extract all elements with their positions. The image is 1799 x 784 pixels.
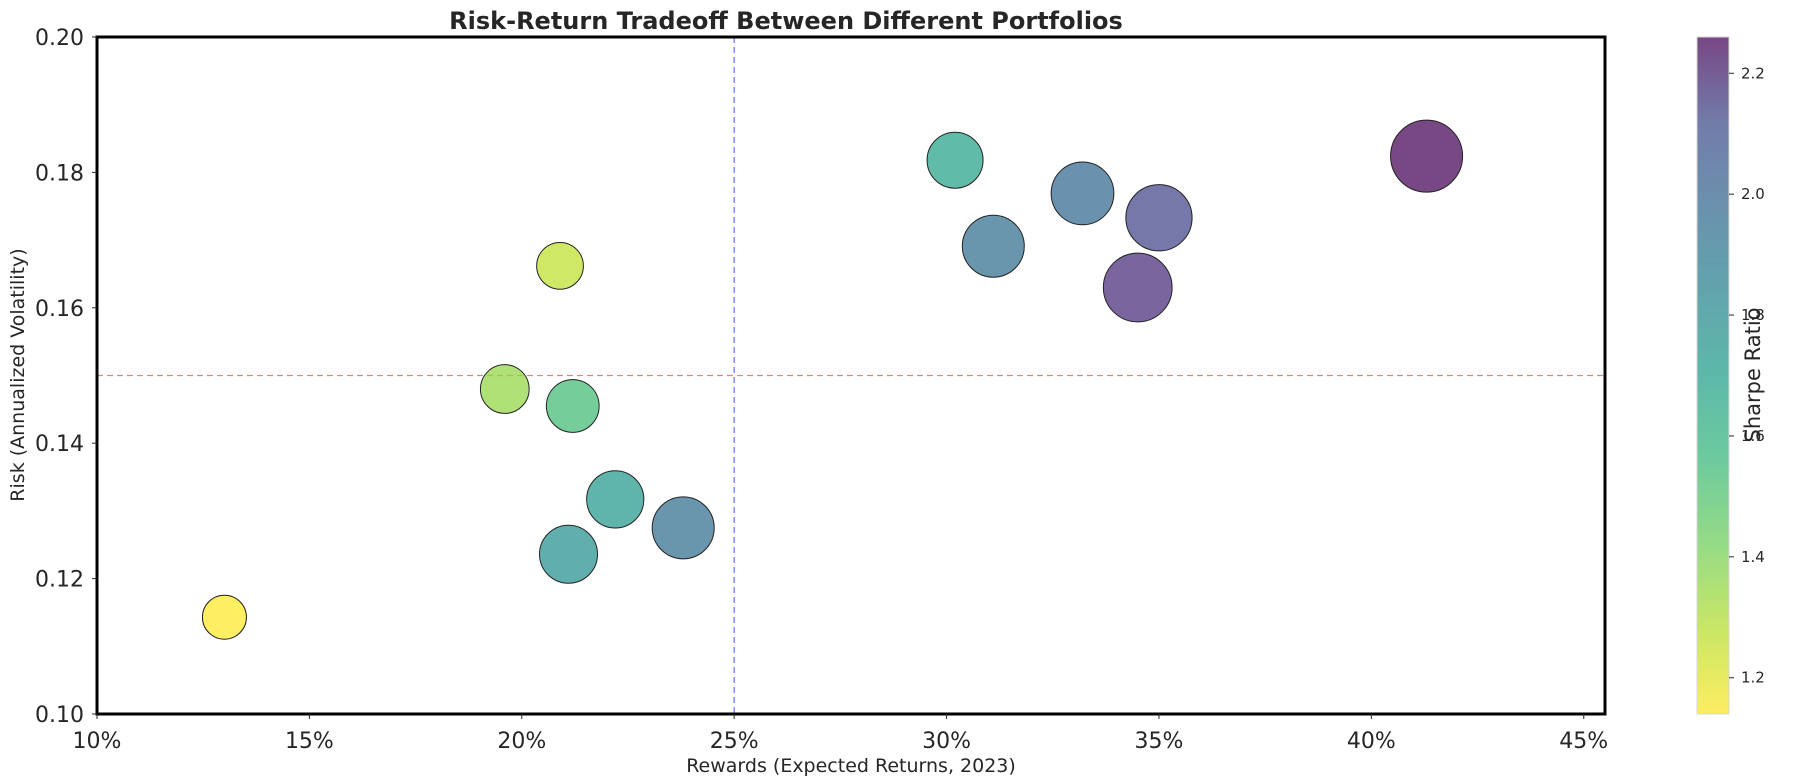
colorbar-label: Sharpe Ratio [1741, 308, 1765, 443]
scatter-point-5 [539, 524, 599, 584]
plot-frame [95, 35, 1607, 716]
colorbar-tick-label: 2.0 [1741, 185, 1765, 203]
scatter-point-6 [586, 470, 645, 529]
scatter-point-10 [1050, 161, 1115, 226]
x-tick-label: 40% [1347, 729, 1396, 754]
x-tick-label: 15% [285, 729, 334, 754]
y-tick-label: 0.18 [35, 161, 84, 186]
y-tick-label: 0.14 [35, 432, 84, 457]
y-axis-label: Risk (Annualized Volatility) [7, 248, 29, 501]
scatter-point-8 [926, 131, 984, 189]
x-tick-label: 20% [497, 729, 546, 754]
y-tick-label: 0.12 [35, 568, 84, 593]
scatter-point-3 [536, 241, 584, 290]
scatter-point-11 [1125, 184, 1193, 252]
colorbar: 1.2 1.4 1.6 1.8 2.0 2.2 Sharpe Ratio [1696, 36, 1765, 715]
x-axis-label: Rewards (Expected Returns, 2023) [686, 755, 1016, 777]
colorbar-tick-label: 1.2 [1741, 669, 1765, 687]
x-tick-label: 30% [922, 729, 971, 754]
y-tick-label: 0.10 [35, 703, 84, 728]
colorbar-tick-label: 1.6 [1741, 427, 1765, 445]
y-axis: 0.10 0.12 0.14 0.16 0.18 0.20 [35, 26, 97, 728]
scatter-point-9 [961, 214, 1025, 278]
x-tick-label: 35% [1135, 729, 1184, 754]
colorbar-tick-label: 2.2 [1741, 64, 1765, 82]
x-tick-label: 10% [73, 729, 122, 754]
plot-area [97, 37, 1605, 714]
y-tick-label: 0.20 [35, 26, 84, 51]
colorbar-tick-label: 1.4 [1741, 548, 1765, 566]
x-axis: 10% 15% 20% 25% 30% 35% 40% 45% [73, 714, 1608, 754]
scatter-point-2 [479, 364, 530, 414]
scatter-point-12 [1102, 252, 1173, 323]
scatter-point-4 [545, 379, 600, 433]
scatter-point-13 [1390, 119, 1464, 193]
scatter-point-7 [651, 496, 715, 560]
scatter-point-1 [201, 594, 247, 640]
colorbar-tick-label: 1.8 [1741, 306, 1765, 324]
chart-title: Risk-Return Tradeoff Between Different P… [449, 7, 1123, 35]
colorbar-gradient [1696, 36, 1730, 715]
x-tick-label: 25% [710, 729, 759, 754]
x-tick-label: 45% [1559, 729, 1608, 754]
y-tick-label: 0.16 [35, 297, 84, 322]
